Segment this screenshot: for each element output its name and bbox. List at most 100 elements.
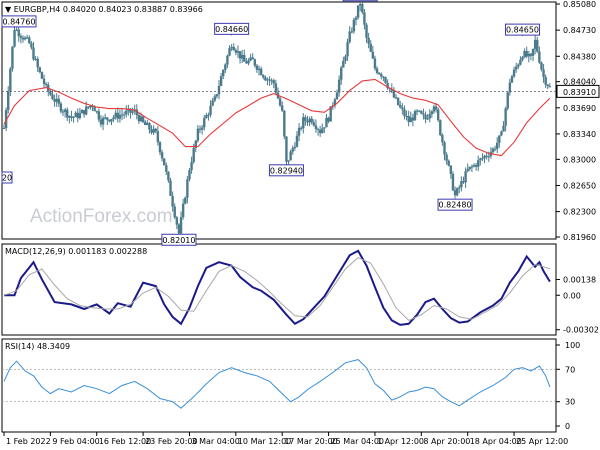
candle-body xyxy=(87,106,90,108)
candle-body xyxy=(365,24,368,38)
candle-body xyxy=(219,76,223,86)
candle-body xyxy=(498,135,501,143)
candle-body xyxy=(110,118,113,122)
candle-body xyxy=(74,112,77,118)
candle-body xyxy=(57,98,60,104)
price-tick-label: 0.84040 xyxy=(563,78,596,87)
candle-body xyxy=(308,118,311,123)
candle-body xyxy=(369,43,372,52)
candle-body xyxy=(101,117,105,125)
candle-body xyxy=(409,117,412,123)
candle-body xyxy=(203,118,206,128)
candle-body xyxy=(291,148,294,152)
candle-body xyxy=(85,106,88,115)
candle-body xyxy=(508,82,512,93)
candle-body xyxy=(536,39,539,52)
time-tick-label: 17 Mar 20:00 xyxy=(284,437,337,446)
candle-body xyxy=(540,62,543,70)
rsi-panel xyxy=(1,338,557,433)
current-price-box xyxy=(556,84,600,98)
candle-body xyxy=(367,37,370,44)
candle-body xyxy=(7,91,10,111)
candle-body xyxy=(289,151,292,161)
candle-body xyxy=(523,50,526,58)
candle-body xyxy=(175,217,179,225)
candle-body xyxy=(15,29,18,31)
candle-body xyxy=(160,152,164,159)
price-tick-label: 0.81960 xyxy=(563,233,596,242)
candle-body xyxy=(384,77,387,83)
moving-average-line xyxy=(3,78,551,157)
candle-body xyxy=(401,107,404,110)
candle-body xyxy=(30,43,33,48)
candle-body xyxy=(23,37,27,40)
candle-body xyxy=(146,123,149,126)
candle-body xyxy=(481,158,484,160)
candle-body xyxy=(382,76,385,78)
watermark: ActionForex.com xyxy=(30,206,173,227)
candle-body xyxy=(205,115,208,119)
candle-body xyxy=(243,54,246,62)
candle-body xyxy=(493,148,497,150)
candle-body xyxy=(120,114,124,116)
candle-body xyxy=(78,113,82,119)
candle-body xyxy=(274,83,278,93)
time-tick-label: 18 Apr 04:00 xyxy=(470,437,522,446)
candle-body xyxy=(44,84,48,86)
candle-body xyxy=(506,92,509,109)
candle-body xyxy=(222,70,225,77)
candle-body xyxy=(116,112,120,119)
candle-body xyxy=(485,155,488,157)
candle-body xyxy=(304,117,307,121)
candle-body xyxy=(249,57,252,61)
candle-body xyxy=(352,19,356,32)
candle-body xyxy=(422,113,425,115)
candle-body xyxy=(299,127,303,129)
candle-body xyxy=(61,111,65,113)
candle-body xyxy=(165,165,168,172)
candle-body xyxy=(186,179,189,198)
candle-body xyxy=(458,187,461,189)
rsi-tick-label: 30 xyxy=(565,398,575,407)
current-price-label: 0.83910 xyxy=(563,88,596,97)
candle-body xyxy=(253,59,257,66)
candle-body xyxy=(512,69,516,77)
candle-body xyxy=(390,89,394,91)
price-tick-label: 0.82300 xyxy=(563,208,596,217)
candle-body xyxy=(519,59,522,65)
candle-body xyxy=(179,217,183,234)
candle-body xyxy=(36,58,39,68)
candle-body xyxy=(312,122,316,126)
candle-body xyxy=(167,171,170,181)
candle-body xyxy=(415,110,419,112)
candle-body xyxy=(502,125,505,132)
time-tick-label: 1 Apr 12:00 xyxy=(377,437,424,446)
candle-body xyxy=(156,131,160,143)
candle-body xyxy=(82,110,86,115)
candle-body xyxy=(318,130,322,134)
candle-body xyxy=(434,106,438,110)
candle-body xyxy=(137,114,141,122)
candle-body xyxy=(236,51,240,53)
candle-body xyxy=(122,114,126,116)
candle-body xyxy=(533,39,537,49)
candle-body xyxy=(521,57,524,60)
candle-body xyxy=(196,128,200,141)
candle-body xyxy=(399,104,402,108)
candle-body xyxy=(262,75,265,78)
candle-body xyxy=(525,50,528,57)
candle-body xyxy=(108,119,111,122)
candle-body xyxy=(281,105,284,111)
candle-body xyxy=(257,68,261,70)
price-panel-title: ▼ EURGBP,H4 0.84020 0.84023 0.83887 0.83… xyxy=(5,5,203,14)
candle-body xyxy=(377,72,381,75)
candle-body xyxy=(177,224,181,234)
candle-body xyxy=(93,106,96,112)
candle-body xyxy=(49,91,52,95)
candle-body xyxy=(504,108,507,126)
candle-body xyxy=(25,37,29,39)
candle-body xyxy=(407,116,410,123)
candle-body xyxy=(190,162,193,171)
candle-body xyxy=(542,69,545,78)
